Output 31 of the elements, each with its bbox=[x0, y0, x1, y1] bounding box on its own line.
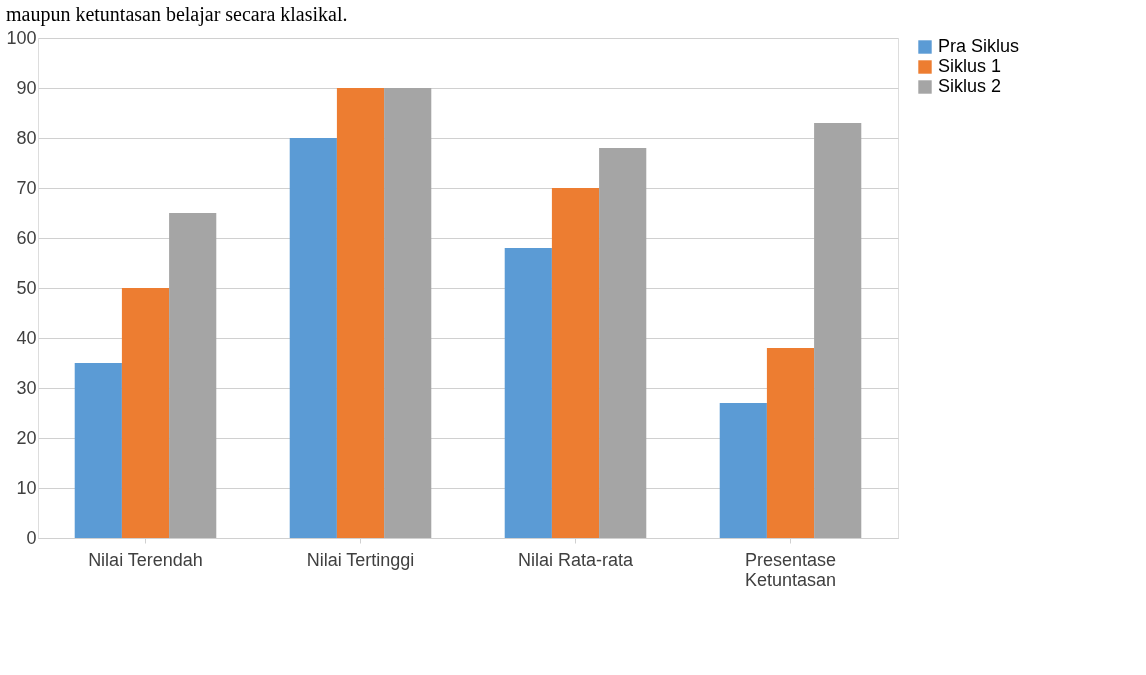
y-tick-label: 60 bbox=[16, 227, 37, 248]
y-tick-label: 90 bbox=[16, 77, 37, 98]
y-tick-label: 70 bbox=[16, 177, 37, 198]
bar bbox=[289, 138, 337, 538]
y-tick-label: 30 bbox=[16, 377, 37, 398]
x-tick-label: Nilai Rata-rata bbox=[517, 549, 635, 570]
legend-label: Pra Siklus bbox=[938, 36, 1020, 56]
bar bbox=[814, 123, 862, 538]
x-tick-label: Nilai Terendah bbox=[88, 549, 203, 570]
y-tick-label: 50 bbox=[16, 277, 37, 298]
text: maupun ketuntasan belajar secara klasikal. bbox=[5, 3, 348, 26]
x-tick-label: Nilai Tertinggi bbox=[306, 549, 415, 570]
y-tick-label: 20 bbox=[16, 427, 37, 448]
bar bbox=[766, 348, 815, 538]
x-tick-label: Presentase Ketuntasan bbox=[744, 549, 837, 590]
bar bbox=[504, 248, 552, 538]
y-tick-label: 0 bbox=[26, 527, 37, 548]
legend-label: Siklus 1 bbox=[938, 56, 1002, 76]
bar bbox=[384, 88, 432, 538]
y-tick-label: 10 bbox=[16, 477, 37, 498]
bar bbox=[336, 88, 385, 538]
bar bbox=[599, 148, 647, 538]
y-tick-label: 40 bbox=[16, 327, 37, 348]
y-tick-label: 100 bbox=[6, 27, 37, 48]
bar bbox=[719, 403, 767, 538]
bar bbox=[551, 188, 600, 538]
legend-label: Siklus 2 bbox=[938, 76, 1002, 96]
bar bbox=[74, 363, 122, 538]
bar bbox=[121, 288, 170, 538]
y-tick-label: 80 bbox=[16, 127, 37, 148]
bar bbox=[169, 213, 217, 538]
